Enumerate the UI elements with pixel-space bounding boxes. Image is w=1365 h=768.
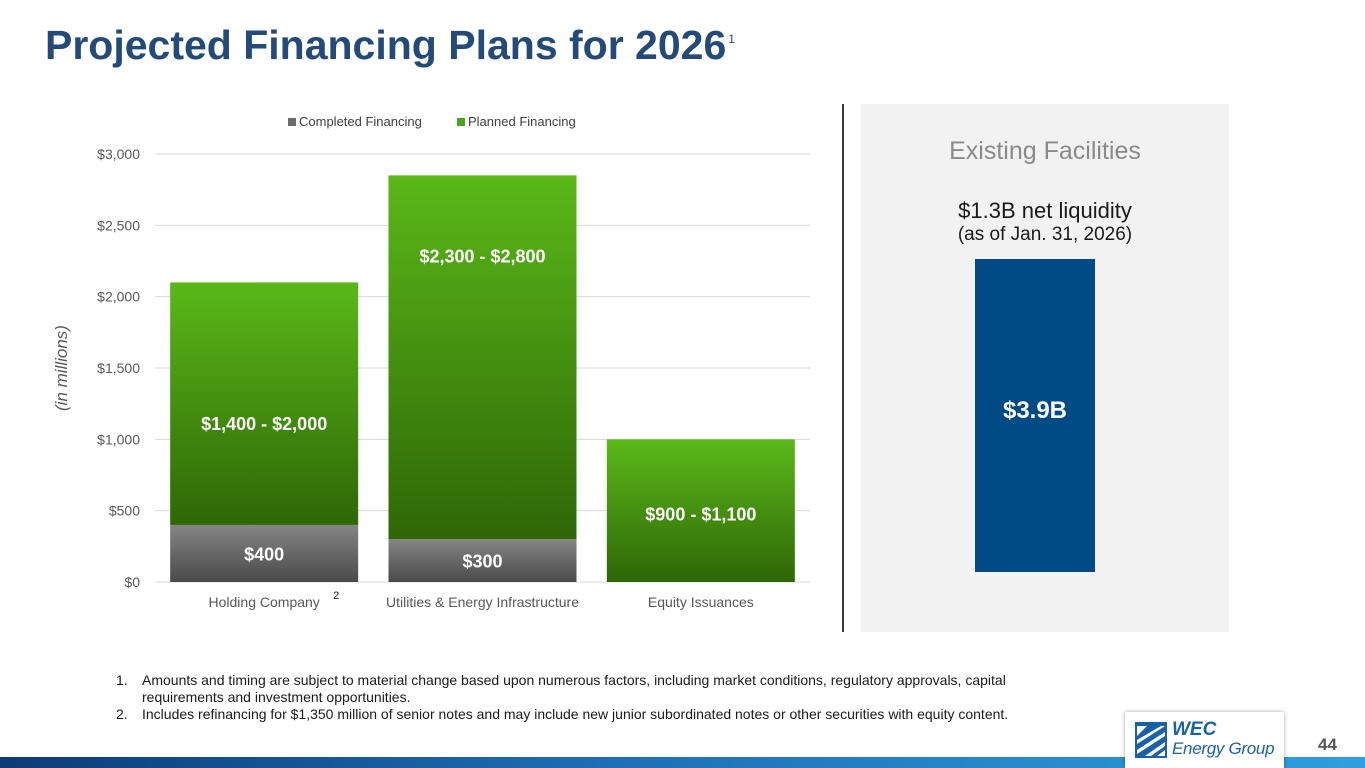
wec-logo-icon	[1135, 722, 1167, 758]
legend-swatch	[288, 118, 296, 126]
footnote-item: 2. Includes refinancing for $1,350 milli…	[116, 706, 1016, 723]
existing-facilities-panel: Existing Facilities $1.3B net liquidity …	[861, 104, 1229, 632]
page-title: Projected Financing Plans for 2026 1	[45, 22, 735, 69]
planned-financing-bar	[388, 175, 577, 540]
bar-value-label: $900 - $1,100	[645, 505, 756, 525]
y-tick-label: $0	[124, 574, 140, 590]
y-tick-label: $2,500	[97, 217, 140, 233]
y-tick-label: $1,500	[97, 360, 140, 376]
logo-text-wec: WEC	[1172, 719, 1217, 740]
y-tick-label: $2,000	[97, 289, 140, 305]
footnote-item: 1. Amounts and timing are subject to mat…	[116, 672, 1016, 706]
title-footnote-marker: 1	[728, 32, 735, 46]
legend-label: Completed Financing	[299, 114, 422, 129]
category-footnote-marker: 2	[333, 590, 339, 602]
logo-text-energy-group: Energy Group	[1172, 739, 1275, 758]
legend-swatch	[457, 118, 465, 126]
facilities-bar: $3.9B	[975, 259, 1095, 572]
legend-label: Planned Financing	[468, 114, 576, 129]
planned-financing-bar	[606, 439, 795, 582]
y-tick-label: $500	[109, 503, 140, 519]
facilities-subtitle: $1.3B net liquidity	[958, 198, 1132, 223]
bar-value-label: $2,300 - $2,800	[419, 246, 545, 266]
completed-financing-bar	[388, 539, 577, 582]
x-category-label: Holding Company	[209, 594, 320, 610]
bar-value-label: $300	[462, 552, 502, 572]
planned-financing-bar	[170, 282, 359, 525]
footnote-text: Amounts and timing are subject to materi…	[142, 672, 1006, 705]
facilities-note: (as of Jan. 31, 2026)	[957, 224, 1133, 245]
financing-chart: $0 $500 $1,000 $1,500 $2,000 $2,500 $3,000 (in …	[52, 114, 810, 610]
footnote-text: Includes refinancing for $1,350 million …	[142, 706, 1009, 722]
bar-value-label: $1,400 - $2,000	[201, 414, 327, 434]
x-category-label: Utilities & Energy Infrastructure	[386, 594, 579, 610]
bar-value-label: $400	[244, 544, 284, 564]
page-number: 44	[1318, 735, 1337, 754]
x-category-label: Equity Issuances	[648, 594, 754, 610]
company-logo: WEC Energy Group	[1125, 712, 1284, 768]
footnote-number: 1.	[116, 672, 128, 688]
y-tick-label: $3,000	[97, 146, 140, 162]
completed-financing-bar	[170, 524, 359, 582]
facilities-title: Existing Facilities	[949, 137, 1141, 165]
footnotes: 1. Amounts and timing are subject to mat…	[116, 672, 1016, 723]
footnote-number: 2.	[116, 706, 128, 722]
bottom-accent-bar	[0, 757, 1365, 768]
y-axis-label: (in millions)	[52, 325, 71, 411]
facilities-bar-label: $3.9B	[1002, 397, 1068, 424]
section-divider	[842, 104, 844, 632]
title-text: Projected Financing Plans for 2026	[45, 22, 727, 68]
y-tick-label: $1,000	[97, 431, 140, 447]
